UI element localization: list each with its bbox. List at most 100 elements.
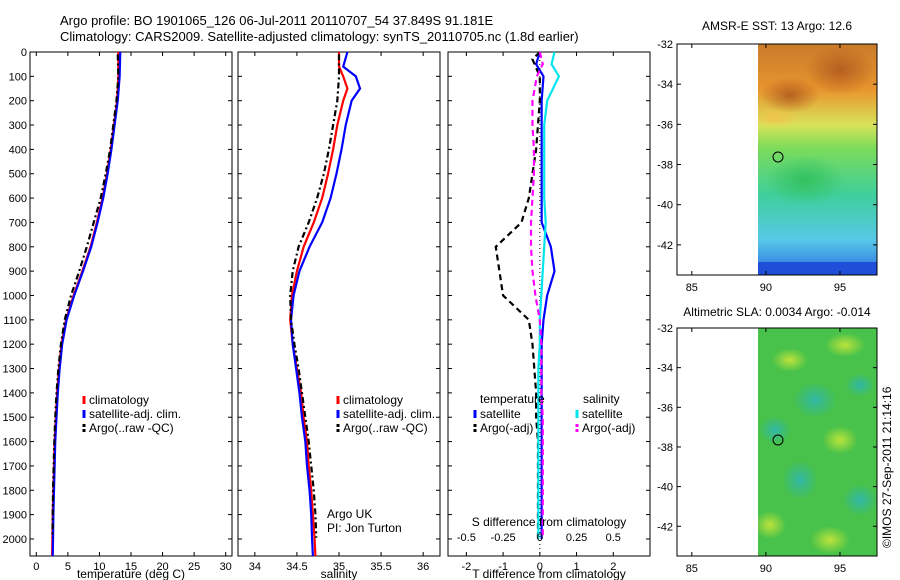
y-tick-label: 400	[9, 144, 27, 156]
map-x-tick-label: 90	[760, 563, 772, 575]
plot-frame	[447, 51, 651, 557]
y-tick-label: 100	[9, 71, 27, 83]
legend-label: Argo(..raw -QC)	[343, 421, 428, 435]
x-tick-label: 34.5	[286, 561, 307, 573]
legend-group-title: temperature	[480, 392, 545, 406]
sla-heatmap	[758, 328, 877, 556]
annotation-line: PI: Jon Turton	[327, 521, 402, 535]
y-tick-label: 600	[9, 193, 27, 205]
legend-label: Argo(-adj)	[480, 421, 533, 435]
y-tick-label: 900	[9, 266, 27, 278]
sla-map-title: Altimetric SLA: 0.0034 Argo: -0.014	[683, 305, 871, 319]
legend-label: satellite-adj. clim.	[343, 407, 435, 421]
legend-label: satellite-adj. clim.	[89, 407, 181, 421]
y-tick-label: 1500	[3, 412, 27, 424]
legend-label: climatology	[343, 393, 403, 407]
map-y-tick-label: -40	[657, 482, 673, 494]
map-y-tick-label: -42	[657, 240, 673, 252]
sst-map-title: AMSR-E SST: 13 Argo: 12.6	[702, 19, 852, 33]
x-tick-label: 0	[537, 561, 543, 573]
x-tick-label: 20	[156, 561, 168, 573]
x-tick-label: 0	[33, 561, 39, 573]
sla-map-panel: Altimetric SLA: 0.0034 Argo: -0.014 -32 -…	[657, 305, 878, 575]
x-axis-label: salinity	[321, 567, 358, 580]
series-satellite-adj-clim-	[289, 51, 362, 557]
y-tick-label: 800	[9, 242, 27, 254]
header-line2: Climatology: CARS2009. Satellite-adjuste…	[60, 29, 579, 44]
y-tick-label: 1800	[3, 485, 27, 497]
x-axis-label: T difference from climatology	[472, 567, 626, 580]
series-argo-raw-qc-	[289, 54, 341, 538]
y-tick-label: 500	[9, 169, 27, 181]
map-y-tick-label: -40	[657, 200, 673, 212]
y-tick-label: 300	[9, 120, 27, 132]
plot-frame	[29, 51, 233, 557]
x-tick-label: 15	[125, 561, 137, 573]
y-tick-label: 1000	[3, 290, 27, 302]
map-x-tick-label: 85	[686, 282, 698, 294]
x-tick-label: 1	[573, 561, 579, 573]
y-tick-label: 1400	[3, 388, 27, 400]
x-tick-label: 35.5	[370, 561, 391, 573]
map-x-tick-label: 85	[686, 563, 698, 575]
series-climatology	[289, 52, 349, 557]
map-y-tick-label: -36	[657, 119, 673, 131]
map-y-tick-label: -34	[657, 363, 673, 375]
y-tick-label: 700	[9, 217, 27, 229]
map-y-tick-label: -32	[657, 39, 673, 51]
series-salinity-satellite	[537, 51, 561, 539]
x-axis-label: temperature (deg C)	[77, 567, 185, 580]
temperature-panel: 0100200300400500600700800900100011001200…	[3, 47, 233, 580]
secondary-x-axis-label: S difference from climatology	[472, 515, 627, 529]
sla-argo-marker	[772, 434, 784, 446]
annotation-line: Argo UK	[327, 507, 372, 521]
map-y-tick-label: -32	[657, 323, 673, 335]
x-tick-label: 2	[610, 561, 616, 573]
map-y-tick-label: -38	[657, 442, 673, 454]
x-tick-label: 30	[220, 561, 232, 573]
header-line1: Argo profile: BO 1901065_126 06-Jul-2011…	[60, 13, 494, 28]
series-temperature-satellite	[534, 51, 556, 539]
secondary-x-tick-label: -0.5	[457, 532, 476, 544]
plot-frame	[237, 51, 441, 557]
y-tick-label: 2000	[3, 534, 27, 546]
x-tick-label: 25	[188, 561, 200, 573]
difference-panel: -2 -1 0 1 2T difference from climatology -0.5…	[447, 51, 651, 580]
legend-label: Argo(..raw -QC)	[89, 421, 174, 435]
secondary-x-tick-label: 0	[537, 532, 543, 544]
y-tick-label: 1300	[3, 364, 27, 376]
salinity-panel: 34 34.5 35 35.5 36 salinity climatologysatelli…	[237, 51, 441, 580]
sst-heatmap	[758, 44, 877, 275]
legend-label: satellite	[480, 407, 521, 421]
x-tick-label: -1	[498, 561, 508, 573]
legend-label: climatology	[89, 393, 149, 407]
y-tick-label: 1600	[3, 437, 27, 449]
x-tick-label: 10	[93, 561, 105, 573]
series-argo-raw-qc-	[51, 54, 120, 538]
x-tick-label: 34	[249, 561, 261, 573]
y-tick-label: 1100	[3, 315, 27, 327]
map-y-tick-label: -36	[657, 402, 673, 414]
x-tick-label: -2	[461, 561, 471, 573]
map-y-tick-label: -38	[657, 160, 673, 172]
x-tick-label: 5	[65, 561, 71, 573]
y-tick-label: 1200	[3, 339, 27, 351]
legend-label: Argo(-adj)	[582, 421, 635, 435]
legend-label: satellite	[582, 407, 623, 421]
series-salinity-argo-adj-	[529, 51, 544, 539]
x-tick-label: 36	[417, 561, 429, 573]
y-tick-label: 1900	[3, 510, 27, 522]
sst-argo-marker	[772, 151, 784, 163]
footer-timestamp: ©IMOS 27-Sep-2011 21:14:16	[880, 386, 894, 548]
x-tick-label: 35	[333, 561, 345, 573]
secondary-x-tick-label: -0.25	[491, 532, 516, 544]
secondary-x-tick-label: 0.5	[606, 532, 621, 544]
map-x-tick-label: 95	[834, 563, 846, 575]
map-x-tick-label: 95	[834, 282, 846, 294]
y-tick-label: 0	[21, 47, 27, 59]
map-y-tick-label: -42	[657, 521, 673, 533]
secondary-x-tick-label: 0.25	[566, 532, 587, 544]
y-tick-label: 1700	[3, 461, 27, 473]
map-y-tick-label: -34	[657, 79, 673, 91]
